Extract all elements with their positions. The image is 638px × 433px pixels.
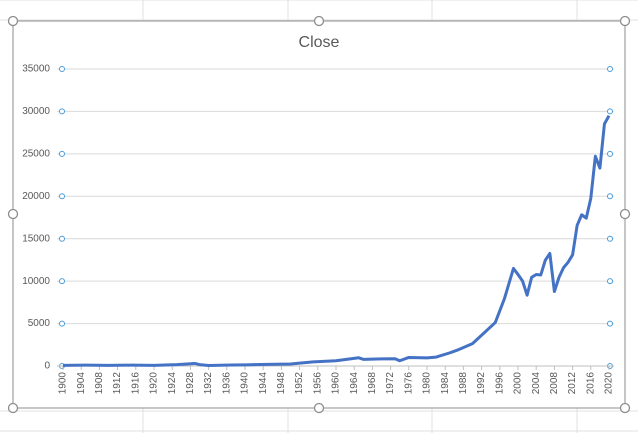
x-tick-label: 2004 — [531, 372, 542, 395]
chart-title: Close — [299, 34, 340, 51]
x-tick-label: 1916 — [130, 372, 141, 395]
x-tick-label: 1964 — [349, 372, 360, 395]
handle — [59, 193, 65, 200]
x-tick-label: 1972 — [385, 372, 396, 395]
y-tick-label: 35000 — [22, 64, 50, 75]
handle — [607, 108, 613, 115]
handle — [607, 320, 613, 327]
y-tick-label: 30000 — [22, 106, 50, 117]
chart-area[interactable] — [12, 20, 626, 409]
selection-handles — [7, 15, 631, 414]
x-tick-label: 1984 — [440, 372, 451, 395]
x-tick-label: 1976 — [403, 372, 414, 395]
x-tick-label: 1920 — [149, 372, 160, 395]
plot: 0 5000 10000 15000 20000 25000 30000 35000 1900 1… — [22, 64, 614, 395]
x-tick-label: 1980 — [422, 372, 433, 395]
y-tick-label: 15000 — [22, 233, 50, 244]
handle — [59, 235, 65, 242]
x-tick-label: 2008 — [549, 372, 560, 395]
line-series — [62, 114, 611, 367]
handle — [59, 320, 65, 327]
y-tick-label: 25000 — [22, 148, 50, 159]
x-tick-label: 1904 — [76, 372, 87, 395]
handle — [607, 66, 613, 72]
handle — [607, 278, 613, 285]
x-tick-label: 1968 — [367, 372, 378, 395]
x-tick-label: 1960 — [331, 372, 342, 395]
x-tick-label: 1952 — [294, 372, 305, 395]
handle — [607, 193, 613, 200]
x-tick-label: 1940 — [240, 372, 251, 395]
y-tick-label: 20000 — [22, 191, 50, 202]
x-tick-label: 1932 — [203, 372, 214, 395]
x-tick-label: 2016 — [585, 372, 596, 395]
x-tick-label: 1912 — [112, 372, 123, 395]
handle — [59, 278, 65, 285]
x-tick-label: 2000 — [513, 372, 524, 395]
x-tick-label: 1988 — [458, 372, 469, 395]
handle — [607, 150, 613, 157]
x-tick-label: 1944 — [258, 372, 269, 395]
y-tick-label: 5000 — [28, 318, 51, 329]
handle — [607, 235, 613, 242]
x-tick-label: 1956 — [312, 372, 323, 395]
x-tick-label: 1992 — [476, 372, 487, 395]
handle — [59, 108, 65, 115]
x-tick-label: 1996 — [494, 372, 505, 395]
x-tick-label: 1908 — [94, 372, 105, 395]
x-tick-label: 1936 — [221, 372, 232, 395]
handle — [59, 150, 65, 157]
x-tick-label: 2012 — [567, 372, 578, 395]
y-tick-label: 10000 — [22, 276, 50, 287]
x-tick-label: 2020 — [604, 372, 615, 395]
y-tick-label: 0 — [44, 361, 50, 372]
x-tick-label: 1924 — [167, 372, 178, 395]
x-tick-label: 1900 — [58, 372, 69, 395]
x-tick-label: 1948 — [276, 372, 287, 395]
x-tick-label: 1928 — [185, 372, 196, 395]
handle — [59, 66, 65, 72]
